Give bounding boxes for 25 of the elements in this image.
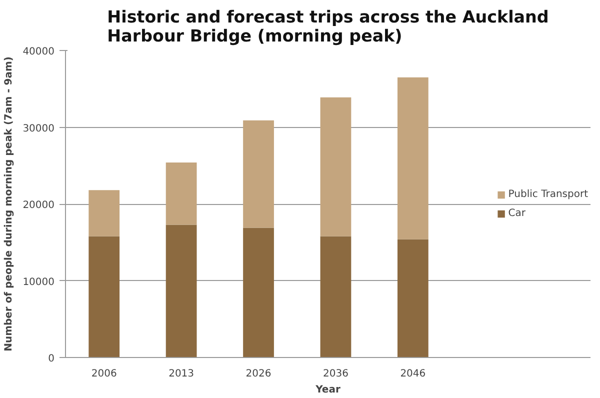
- bar: [243, 120, 274, 228]
- y-tick-label: 40000: [22, 46, 54, 58]
- y-axis-title: Number of people during morning peak (7am - 9am): [4, 56, 15, 352]
- bar: [243, 228, 274, 358]
- x-tick-label: 2013: [168, 368, 194, 380]
- bar: [320, 97, 352, 236]
- x-tick-label: 2046: [400, 368, 426, 380]
- x-tick-label: 2006: [91, 368, 117, 380]
- bar: [397, 77, 428, 240]
- bar: [88, 190, 120, 236]
- x-tick-label: 2036: [322, 368, 348, 380]
- bar: [166, 162, 197, 225]
- x-tick-label: 2026: [246, 368, 272, 380]
- y-tick-label: 20000: [22, 200, 54, 211]
- bar: [397, 239, 428, 358]
- y-tick-label: 0: [48, 354, 55, 364]
- y-tick-label: 30000: [22, 123, 54, 134]
- bar: [166, 224, 197, 358]
- legend-label: Car: [508, 208, 527, 218]
- x-axis-title: Year: [314, 384, 340, 396]
- y-tick-label: 10000: [22, 276, 54, 288]
- chart-title: Historic and forecast trips across the Auckland Harbour Bridge (morning peak): [107, 8, 549, 46]
- bar: [320, 236, 352, 358]
- legend-label: Public Transport: [508, 188, 588, 200]
- bar: [88, 236, 120, 358]
